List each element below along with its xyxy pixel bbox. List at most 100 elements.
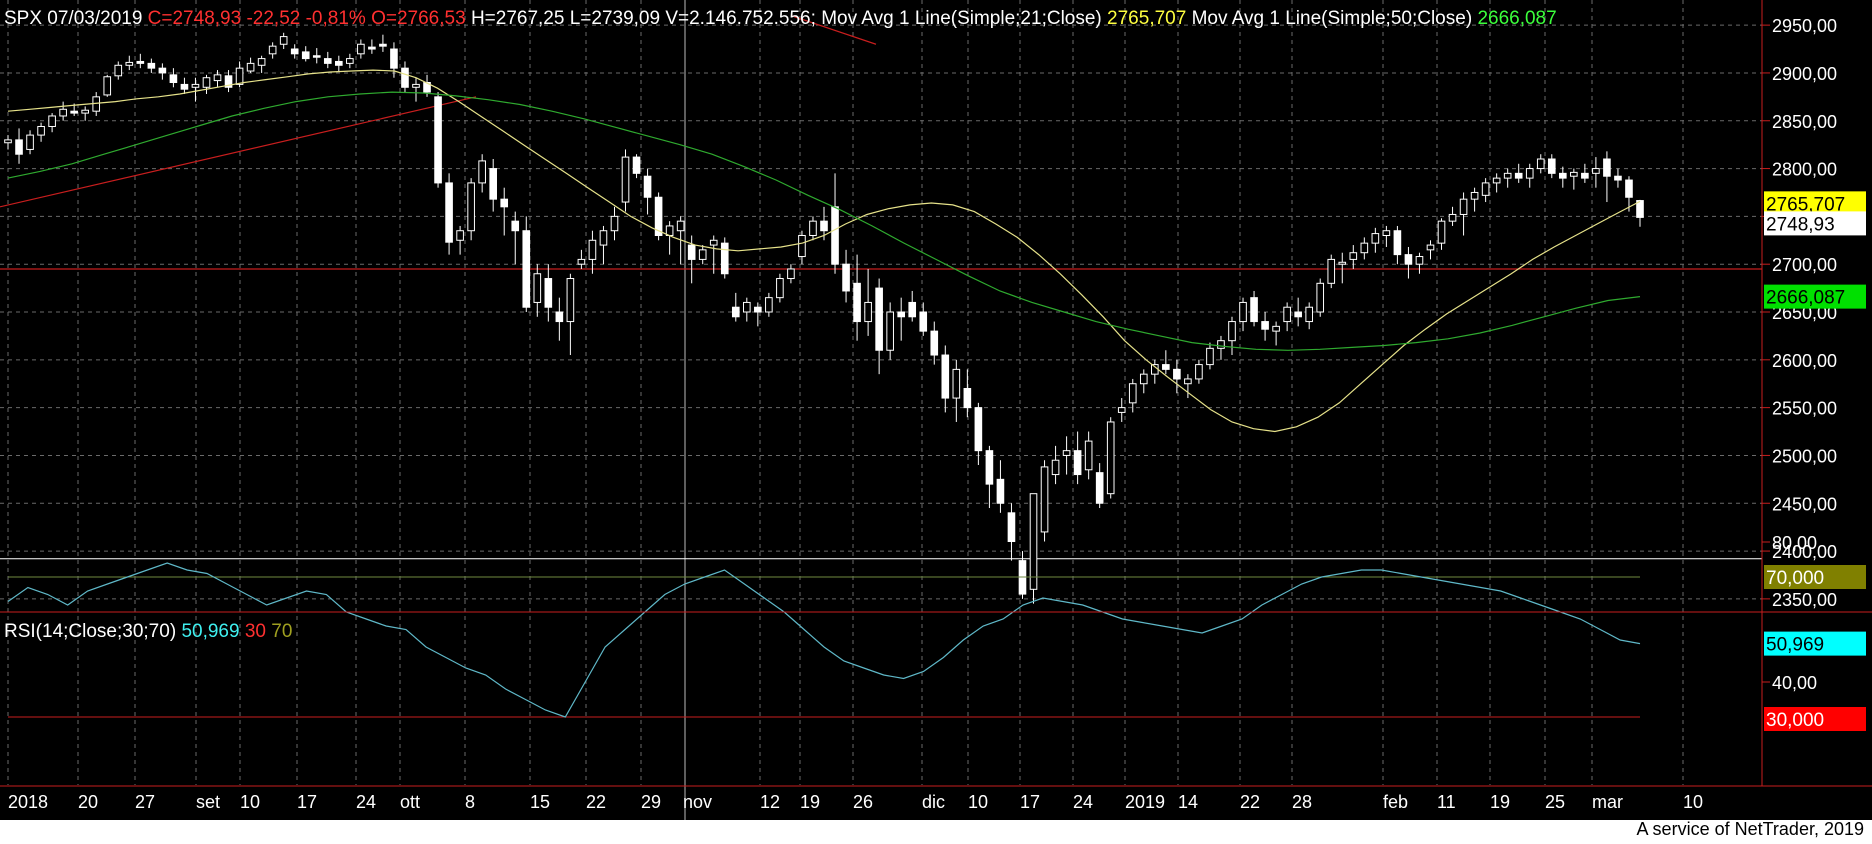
candle-body	[180, 83, 189, 90]
candle-body	[312, 55, 321, 58]
candle-body	[1382, 230, 1391, 236]
candle-body	[445, 182, 453, 243]
candle-body	[1162, 364, 1170, 370]
candle-body	[1470, 191, 1479, 200]
rsi-header-lower: 30	[245, 621, 266, 642]
time-tick-label: dic	[922, 792, 945, 812]
time-tick-label: 11	[1437, 792, 1456, 812]
candle-body	[1547, 158, 1556, 174]
candle-body	[1294, 311, 1302, 318]
header-change: -22,52	[246, 8, 300, 29]
candle-body	[1625, 179, 1633, 198]
rsi-header-upper: 70	[271, 621, 292, 642]
ma21-value-tag-bg	[1764, 191, 1866, 216]
candle-body	[1437, 220, 1446, 244]
candle-body	[1206, 347, 1214, 366]
candle-body	[1525, 168, 1534, 179]
ma21-value-tag-text: 2765,707	[1766, 194, 1845, 215]
candle-body	[401, 67, 409, 88]
candle-body	[886, 311, 894, 351]
candle-body	[522, 230, 531, 308]
candle-body	[599, 230, 608, 246]
candle-body	[1250, 297, 1258, 323]
candle-body	[1570, 171, 1578, 177]
candle-body	[1195, 364, 1203, 380]
candle-body	[37, 125, 45, 136]
time-tick-label: 22	[586, 792, 606, 812]
candle-body	[323, 58, 332, 64]
candle-body	[1415, 256, 1424, 265]
time-tick-label: 19	[1490, 792, 1510, 812]
time-tick-label: 10	[968, 792, 988, 812]
ma50-line	[7, 91, 1641, 351]
price-header: SPX 07/03/2019 C=2748,93 -22,52 -0,81% O…	[4, 8, 1557, 29]
candle-body	[754, 306, 762, 313]
candle-body	[1459, 198, 1468, 215]
candle-body	[1514, 172, 1523, 179]
candle-body	[1448, 213, 1457, 222]
candle-body	[1073, 450, 1082, 476]
rsi-70-tag-text: 70,000	[1766, 568, 1824, 589]
close-value-tag-text: 2748,93	[1766, 214, 1835, 235]
time-tick-label: 24	[356, 792, 376, 812]
rsi-value-tag-text: 50,969	[1766, 635, 1824, 656]
price-panel[interactable]	[0, 14, 1762, 604]
candle-body	[1139, 373, 1148, 385]
candle-body	[357, 43, 365, 55]
candle-body	[191, 83, 200, 88]
candle-body	[147, 62, 156, 69]
candle-body	[709, 239, 718, 246]
candle-body	[224, 75, 233, 88]
rsi-value-tag-bg	[1764, 631, 1866, 656]
candle-body	[831, 206, 839, 265]
candle-body	[743, 301, 751, 313]
candle-body	[588, 239, 597, 260]
candle-body	[632, 156, 641, 174]
candle-body	[853, 282, 861, 323]
footer-credit: A service of NetTrader, 2019	[1636, 819, 1864, 839]
time-tick-label: 22	[1240, 792, 1260, 812]
candle-body	[456, 230, 464, 241]
rsi-30-tag: 30,000	[1764, 707, 1866, 731]
candle-body	[610, 215, 619, 232]
candle-body	[643, 175, 652, 198]
candle-body	[81, 109, 89, 114]
rsi-tick-label: 80,00	[1772, 533, 1817, 553]
candle-body	[985, 450, 994, 485]
ma50-value-tag-bg	[1764, 284, 1866, 309]
candle-body	[698, 249, 707, 260]
price-tick-label: 2700,00	[1772, 255, 1837, 275]
candle-body	[136, 60, 145, 64]
rsi-panel[interactable]	[7, 562, 1641, 718]
candle-body	[268, 45, 277, 55]
chart-canvas[interactable]: 2018 20 27 set 10 17 24 ott 8 15 22 29 nov 12 19 26 dic 1…	[0, 0, 1872, 820]
candle-body	[1371, 233, 1380, 244]
ma50-value-tag-text: 2666,087	[1766, 288, 1845, 309]
candle-body	[919, 311, 928, 332]
candle-body	[290, 48, 299, 55]
candle-body	[577, 258, 586, 265]
rsi-header: RSI(14;Close;30;70) 50,969 30 70	[4, 621, 292, 642]
candle-body	[434, 96, 442, 184]
candle-body	[996, 478, 1005, 504]
candle-body	[1360, 242, 1369, 254]
candle-body	[908, 301, 917, 318]
candle-body	[412, 83, 420, 88]
candle-body	[1051, 459, 1060, 476]
candle-body	[103, 76, 112, 96]
candle-body	[765, 297, 773, 313]
candle-body	[1084, 440, 1093, 471]
candle-body	[125, 61, 134, 66]
header-volume: V=2.146.752.556;	[665, 8, 816, 29]
candle-body	[1184, 378, 1192, 385]
chart-background	[0, 0, 1872, 820]
candle-body	[974, 407, 983, 452]
candle-body	[1481, 182, 1490, 196]
candle-body	[1117, 407, 1126, 413]
ma21-line	[7, 69, 1641, 433]
candle-body	[346, 58, 354, 64]
candle-body	[4, 139, 12, 144]
candle-body	[1228, 321, 1236, 342]
price-tick-label: 2950,00	[1772, 16, 1837, 36]
candle-body	[842, 263, 850, 292]
